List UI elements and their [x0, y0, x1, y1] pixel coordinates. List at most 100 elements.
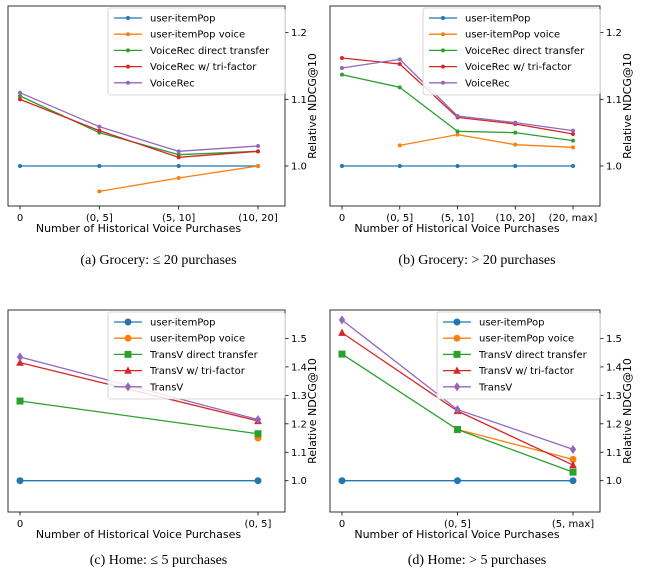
legend-entry: TransV w/ tri-factor [478, 366, 575, 377]
subfigure-caption: (a) Grocery: ≤ 20 purchases [80, 253, 236, 268]
x-tick-label: (5, 10] [441, 213, 474, 224]
series-2 [338, 350, 577, 476]
x-tick-label: (0, 5] [86, 213, 113, 224]
legend-box [436, 311, 601, 400]
plot-frame [329, 309, 601, 513]
series-1 [397, 132, 575, 150]
data-point [513, 164, 518, 168]
data-point [97, 128, 102, 133]
data-point [455, 129, 460, 134]
x-tick-label: (5, 10] [162, 213, 195, 224]
series-0 [338, 477, 577, 485]
legend-swatch-marker [453, 318, 461, 326]
legend-entry: TransV w/ tri-factor [149, 366, 246, 377]
subfigure-caption: (d) Home: > 5 purchases [408, 553, 547, 568]
chart-panel-0: 0 (0, 5] (5, 10] (10, 20] 1.0 1.1 1.2 Number of… [7, 5, 319, 268]
legend-entry: user-itemPop voice [479, 334, 574, 345]
data-point [571, 138, 575, 143]
data-point [455, 114, 460, 118]
data-point [97, 124, 102, 129]
data-point [16, 397, 24, 405]
legend-entry: TransV [478, 382, 512, 393]
x-tick-label: (10, 20] [238, 213, 278, 224]
y-tick-label: 1.2 [291, 28, 307, 39]
data-point [338, 315, 346, 325]
legend-entry: user-itemPop [479, 318, 545, 329]
x-tick-label: (0, 5] [245, 519, 272, 530]
y-tick-label: 1.2 [606, 28, 622, 39]
data-point [254, 430, 262, 438]
legend-swatch-marker [126, 32, 130, 37]
subfigure-caption: (c) Home: ≤ 5 purchases [90, 553, 228, 568]
legend-entry: user-itemPop [150, 318, 216, 329]
data-point [569, 477, 577, 485]
x-axis-label: Number of Historical Voice Purchases [354, 222, 560, 235]
data-point [176, 164, 181, 168]
legend-swatch-marker [126, 64, 130, 69]
series-0 [18, 164, 260, 168]
legend-entry: user-itemPop [150, 14, 216, 25]
data-point [18, 97, 22, 102]
y-tick-label: 1.0 [291, 162, 307, 173]
data-point [340, 72, 344, 77]
data-point [513, 120, 518, 125]
chart-panel-3: 0 (0, 5] (5, max] 1.0 1.1 1.2 1.3 1.4 1.5 Number … [329, 309, 634, 568]
series-line [19, 400, 259, 435]
data-point [256, 149, 260, 154]
legend-box [422, 7, 601, 96]
series-3 [18, 97, 260, 160]
data-point [16, 358, 24, 366]
x-tick-label: 0 [17, 213, 23, 224]
y-tick-label: 1.3 [291, 391, 307, 402]
data-point [397, 85, 402, 90]
y-tick-label: 1.2 [606, 419, 622, 430]
y-tick-label: 1.2 [291, 419, 307, 430]
legend-swatch-marker [453, 350, 461, 358]
data-point [455, 132, 460, 137]
data-point [569, 460, 577, 469]
y-tick-label: 1.1 [291, 448, 307, 459]
x-tick-label: 0 [339, 213, 345, 224]
legend-swatch-marker [441, 64, 445, 69]
data-point [454, 405, 461, 415]
data-point [16, 352, 24, 362]
series-0 [16, 477, 262, 485]
legend-swatch-marker [453, 366, 461, 374]
legend-swatch-marker [124, 350, 132, 358]
data-point [569, 468, 577, 476]
series-4 [18, 90, 260, 154]
plot-frame [329, 5, 601, 207]
data-point [176, 155, 181, 160]
y-tick-label: 1.5 [606, 334, 622, 345]
data-point [397, 62, 402, 66]
data-point [256, 164, 260, 168]
data-point [397, 164, 402, 168]
legend-entry: VoiceRec direct transfer [465, 46, 585, 57]
legend-swatch-marker [441, 16, 445, 20]
series-1 [97, 164, 260, 194]
legend-box [107, 7, 286, 96]
legend-entry: VoiceRec w/ tri-factor [465, 62, 572, 73]
x-tick-label: (10, 20] [495, 213, 535, 224]
data-point [571, 132, 575, 136]
y-tick-label: 1.3 [606, 391, 622, 402]
chart-panel-2: 0 (0, 5] 1.0 1.1 1.2 1.3 1.4 1.5 Number of Histo… [7, 309, 319, 568]
series-2 [16, 397, 262, 438]
legend-entry: VoiceRec w/ tri-factor [150, 62, 257, 73]
chart-panel-1: 0 (0, 5] (5, 10] (10, 20] (20, max] 1.0 1.1 1.2… [329, 5, 634, 268]
legend-swatch-marker [453, 334, 461, 342]
y-tick-label: 1.1 [291, 95, 307, 106]
y-axis-label: Relative NDCG@10 [621, 53, 634, 159]
y-tick-label: 1.1 [606, 448, 622, 459]
y-tick-label: 1.5 [291, 334, 307, 345]
x-tick-label: (5, max] [552, 519, 594, 530]
data-point [513, 142, 518, 147]
legend-entry: VoiceRec [150, 78, 195, 89]
y-tick-label: 1.4 [291, 362, 307, 373]
plot-frame [7, 309, 286, 513]
subfigure-caption: (b) Grocery: > 20 purchases [398, 253, 555, 268]
legend-swatch-marker [124, 366, 132, 374]
legend-entry: user-itemPop voice [150, 334, 245, 345]
x-tick-label: (0, 5] [386, 213, 413, 224]
